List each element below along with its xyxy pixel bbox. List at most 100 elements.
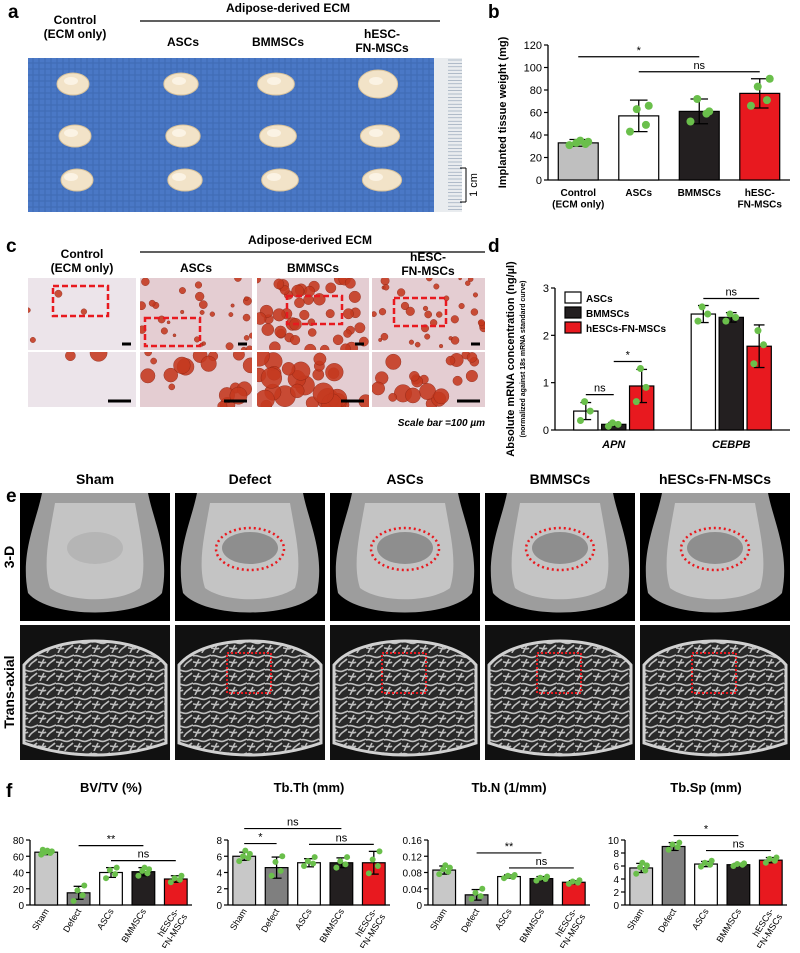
y-tick-label: 100 [524, 63, 542, 75]
data-point [741, 860, 748, 867]
data-point [436, 871, 443, 878]
lipid-droplet [244, 296, 249, 301]
lipid-droplet [242, 357, 252, 374]
micrograph [257, 352, 369, 407]
y-tick-label: 0 [416, 901, 422, 912]
data-point [636, 364, 644, 372]
column-header: ASCs [386, 471, 424, 487]
lipid-droplet [396, 288, 406, 297]
x-tick-label: Defect [259, 906, 282, 934]
bar [432, 869, 457, 906]
data-point [103, 875, 110, 882]
legend-label: ASCs [586, 294, 613, 305]
x-tick-label: CEBPB [712, 439, 751, 451]
data-point [301, 863, 308, 869]
x-tick-label: Sham [625, 907, 646, 932]
bar [557, 142, 599, 181]
column-header: ASCs [167, 35, 199, 49]
y-tick-label: 0 [536, 175, 542, 187]
ct-axial-image [640, 625, 790, 760]
y-tick-label: 0 [216, 901, 222, 912]
bone-3d-detail [222, 532, 278, 564]
micrograph [257, 278, 369, 350]
data-point [511, 871, 518, 878]
lipid-droplet [243, 335, 250, 341]
y-tick-label: 40 [13, 869, 25, 880]
data-point [39, 846, 46, 853]
lipid-droplet [290, 383, 305, 399]
data-point [477, 893, 484, 900]
y-tick-label: 0.16 [403, 836, 423, 847]
x-tick-label: hESCs-FN-MSCs [746, 906, 784, 948]
panel-letter: d [488, 236, 500, 257]
row-header: Trans-axial [1, 655, 17, 728]
column-header: Sham [76, 471, 114, 487]
y-tick-label: 6 [216, 852, 222, 863]
data-point [113, 864, 120, 871]
column-header: hESC-FN-MSCs [355, 27, 409, 55]
lipid-droplet [54, 289, 63, 298]
lipid-droplet [144, 352, 152, 357]
data-point [676, 839, 683, 846]
chart-title: BV/TV (%) [80, 780, 142, 795]
lipid-droplet [291, 284, 305, 298]
tissue-highlight [64, 129, 78, 137]
lipid-droplet [477, 319, 485, 327]
lipid-droplet [344, 278, 356, 289]
data-point [637, 864, 644, 871]
lipid-droplet [425, 278, 433, 282]
data-point [141, 864, 148, 871]
ct-3d-image [640, 493, 790, 621]
data-point [705, 107, 714, 116]
tissue-highlight [267, 77, 281, 85]
y-tick-label: 4 [613, 875, 619, 886]
bar [561, 881, 586, 906]
lipid-droplet [28, 307, 31, 313]
chart-title: Tb.Th (mm) [274, 780, 345, 795]
x-tick-label: BMMSCs [317, 906, 346, 944]
data-point [762, 96, 771, 105]
data-point [310, 860, 317, 867]
data-point [644, 101, 653, 110]
lipid-droplet [257, 352, 270, 367]
tissue-sample [261, 168, 299, 192]
y-tick-label: 80 [13, 836, 25, 847]
data-point [633, 870, 640, 877]
x-tick-label: hESC-FN-MSCs [738, 188, 783, 211]
data-point [722, 317, 730, 325]
lipid-droplet [29, 336, 36, 343]
lipid-droplet [232, 352, 245, 361]
lipid-droplet [466, 352, 478, 363]
column-header: Control (ECM only) [44, 13, 107, 41]
lipid-droplet [438, 344, 444, 349]
data-point [569, 878, 576, 885]
data-point [178, 872, 185, 879]
x-tick-label: BMMSCs [119, 906, 148, 944]
data-point [750, 360, 758, 368]
lipid-droplet [294, 297, 305, 309]
zoom-box [143, 316, 202, 348]
panel-letter: a [8, 2, 19, 23]
ct-3d-image [330, 493, 480, 621]
column-header: BMMSCs [252, 35, 304, 49]
tissue-highlight [369, 129, 383, 137]
lipid-droplet [388, 393, 398, 402]
lipid-droplet [217, 401, 228, 407]
lipid-droplet [465, 280, 471, 286]
defect-marker [691, 652, 737, 694]
data-point [609, 419, 617, 427]
lipid-droplet [332, 334, 344, 346]
y-tick-label: 60 [13, 852, 25, 863]
data-point [642, 867, 649, 874]
y-tick-label: 8 [613, 849, 619, 860]
data-point [766, 855, 773, 862]
lipid-droplet [272, 308, 286, 322]
tissue-sample [361, 168, 403, 192]
lipid-droplet [261, 323, 275, 336]
panel-letter: c [6, 236, 17, 257]
data-point [584, 137, 593, 146]
data-point [468, 895, 475, 902]
bone-axial [332, 639, 478, 757]
data-point [236, 858, 243, 865]
data-point [311, 854, 318, 861]
